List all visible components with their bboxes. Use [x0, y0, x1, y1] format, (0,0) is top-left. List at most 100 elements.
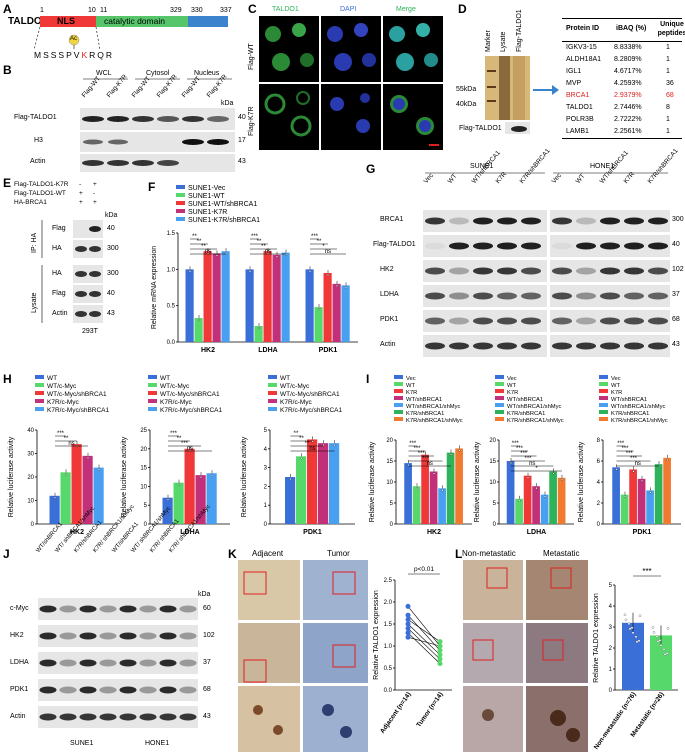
bar — [221, 251, 230, 342]
bar — [622, 622, 644, 690]
y-tick-label: 40 — [27, 428, 34, 434]
y-tick-label: 0 — [597, 522, 601, 528]
significance-mark: ** — [192, 234, 197, 240]
y-axis-label: Relative mRNA expression — [151, 246, 158, 329]
y-tick-label: 5 — [493, 501, 497, 507]
legend-swatch — [268, 399, 277, 403]
b-kda: kDa — [221, 100, 234, 107]
y-tick-label: 10 — [386, 480, 393, 486]
bar — [438, 488, 446, 524]
j-band-kda: 37 — [203, 659, 211, 666]
y-tick-label: 15 — [386, 459, 393, 465]
legend-entry: WT/shBRCA1/shMyc — [406, 404, 461, 410]
j-kda: kDa — [198, 591, 211, 598]
bar — [515, 498, 523, 524]
data-point — [656, 640, 660, 643]
e-condition: HA-BRCA1 — [14, 199, 47, 206]
legend-entry: K7R/shBRCA1 — [406, 411, 444, 417]
bar — [82, 455, 93, 524]
legend-swatch — [599, 403, 608, 407]
g-blot — [550, 285, 670, 307]
y-axis-label: Relative luciferase activity — [474, 441, 481, 522]
significance-mark: ** — [261, 244, 266, 250]
significance-mark: *** — [617, 441, 625, 447]
group-nucleus: Nucleus — [194, 70, 220, 77]
data-point — [257, 326, 261, 330]
data-point — [635, 640, 639, 644]
legend-swatch — [148, 383, 157, 387]
data-point — [405, 612, 411, 618]
g-band-label: PDK1 — [380, 316, 399, 323]
significance-mark: ** — [177, 436, 182, 442]
x-tick-label: LDHA — [258, 347, 277, 354]
e-blot-ly-flag — [73, 285, 103, 303]
bar — [173, 482, 184, 524]
y-axis-label: Relative luciferase activity — [8, 436, 15, 517]
j-cell-hone1: HONE1 — [145, 740, 170, 747]
y-tick-label: 8 — [597, 438, 601, 444]
panel-label-i: I — [366, 372, 370, 386]
significance-mark: *** — [409, 441, 417, 447]
data-point — [405, 603, 411, 609]
legend-swatch — [394, 403, 403, 407]
e-sign: + — [93, 199, 97, 206]
legend-entry: Vec — [406, 376, 416, 382]
significance-mark: *** — [311, 234, 319, 240]
legend-swatch — [176, 193, 185, 197]
legend-entry: K7R/c-Myc — [280, 399, 313, 406]
y-tick-label: 20 — [489, 438, 496, 444]
bar — [318, 443, 329, 524]
data-point — [405, 625, 411, 631]
y-tick-label: 2 — [597, 501, 601, 507]
e-sign: + — [79, 199, 83, 206]
legend-swatch — [394, 382, 403, 386]
legend-entry: K7R/shBRCA1/shMyc — [507, 418, 564, 424]
data-point — [652, 631, 656, 634]
data-point — [188, 270, 192, 273]
pos-330: 330 — [191, 7, 203, 14]
e-blot-ly-actin — [73, 305, 103, 323]
panel-label-l: L — [455, 547, 463, 561]
g-blot — [550, 310, 670, 332]
ihc-tumor-low — [303, 560, 368, 620]
data-point — [666, 627, 670, 630]
data-point — [560, 478, 564, 481]
bar — [60, 472, 71, 524]
ihc-nonmet-high — [463, 686, 523, 752]
y-tick-label: 0 — [390, 522, 394, 528]
significance-mark: ns — [325, 249, 331, 255]
data-point — [344, 286, 348, 289]
l-col-met: Metastatic — [543, 549, 580, 558]
chart-i3: VecWTK7RWT/shBRCA1WT/shBRCA1/shMycK7R/sh… — [578, 375, 681, 536]
b-label-h3: H3 — [34, 137, 43, 144]
x-tick-label: Tumor (n=14) — [415, 691, 444, 728]
ihc-adjacent-low — [238, 560, 300, 620]
g-band-kda: 68 — [672, 316, 680, 323]
g-band-kda: 102 — [672, 266, 684, 273]
significance-mark: ns — [427, 461, 433, 467]
b-group-lines — [83, 78, 232, 80]
j-band-label: LDHA — [10, 659, 29, 666]
nls-sequence: MSSSPVKRQR — [34, 50, 114, 60]
data-point — [543, 495, 547, 498]
legend-entry: WT — [47, 375, 57, 382]
legend-entry: SUNE1-K7R — [188, 209, 227, 216]
significance-mark: ** — [201, 244, 206, 250]
e-band-kda: 300 — [107, 245, 119, 252]
ihc-met-low — [526, 560, 588, 620]
j-band-label: c-Myc — [10, 605, 29, 612]
ihc-tumor-high — [303, 686, 368, 752]
e-band-label: HA — [52, 270, 62, 277]
legend-entry: WT/c-Myc/shBRCA1 — [47, 391, 107, 398]
bar — [263, 251, 272, 342]
e-sign: - — [93, 190, 96, 197]
legend-swatch — [35, 391, 44, 395]
bar — [49, 495, 60, 524]
significance-mark: *** — [621, 446, 629, 452]
data-point — [634, 635, 638, 639]
g-blot — [550, 335, 670, 357]
b-label-flag: Flag-TALDO1 — [14, 114, 57, 121]
significance-mark: *** — [524, 456, 532, 462]
y-tick-label: 0 — [264, 522, 268, 528]
